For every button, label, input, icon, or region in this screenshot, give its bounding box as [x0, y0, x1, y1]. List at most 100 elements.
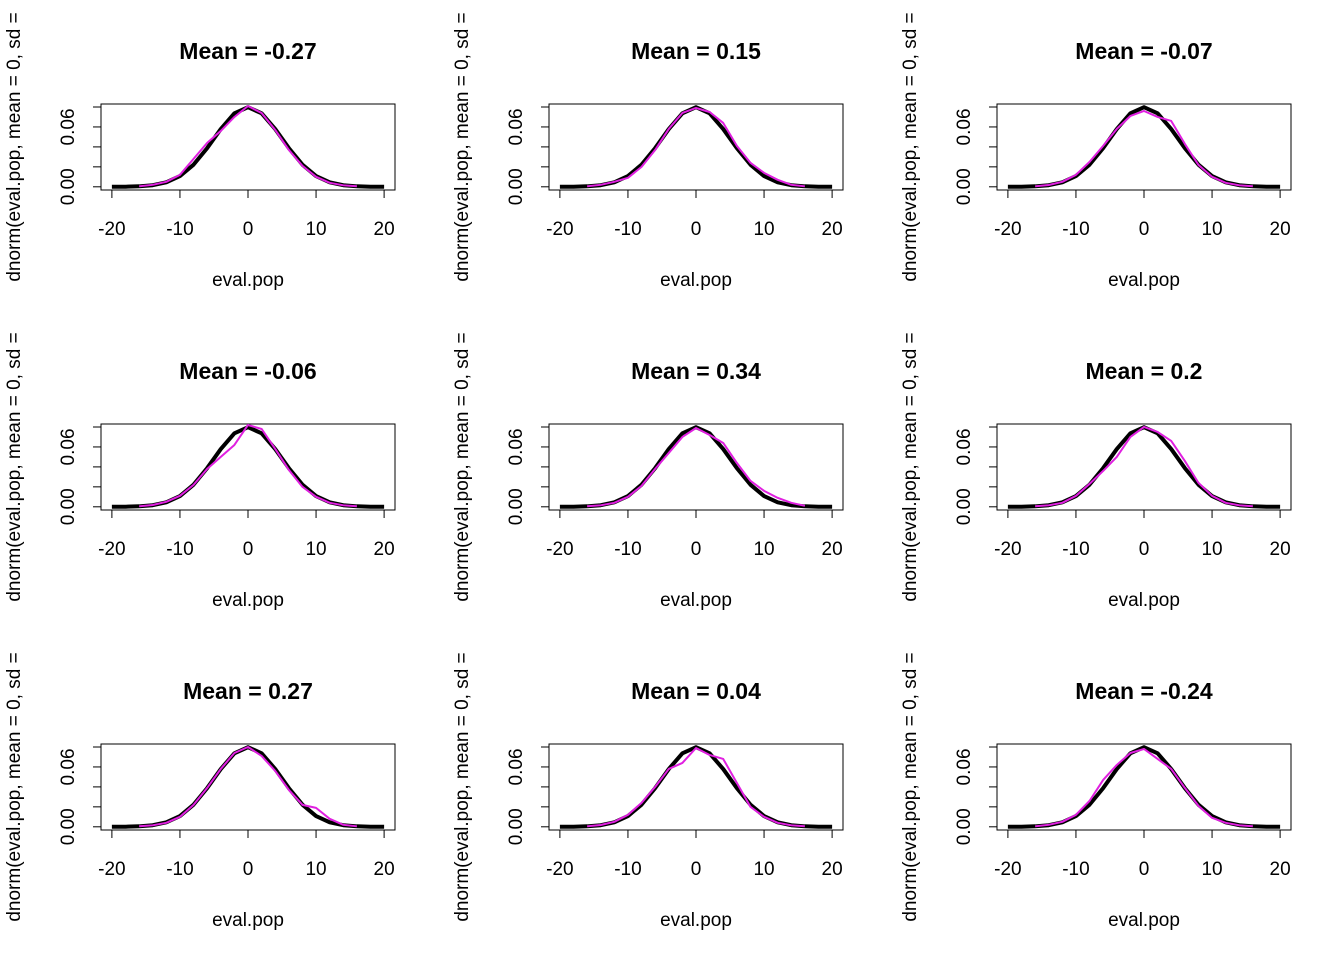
- x-tick-label: 0: [1139, 859, 1150, 880]
- plot-box: [100, 103, 396, 191]
- x-tick-label: 20: [822, 859, 843, 880]
- x-tick-label: -10: [614, 219, 641, 240]
- chart-title: Mean = 0.2: [1086, 358, 1203, 384]
- density-line: [111, 745, 385, 829]
- y-tick-label: 0.06: [58, 428, 79, 465]
- x-tick-label: -20: [546, 219, 573, 240]
- x-tick-label: -20: [98, 859, 125, 880]
- x-tick-label: -10: [166, 539, 193, 560]
- y-tick-label: 0.06: [58, 748, 79, 785]
- density-line: [111, 105, 385, 189]
- plot-box: [548, 103, 844, 191]
- x-tick-label: -20: [98, 539, 125, 560]
- x-tick-label: 0: [243, 539, 254, 560]
- plot-box: [548, 743, 844, 831]
- y-axis-label: dnorm(eval.pop, mean = 0, sd =: [4, 332, 25, 601]
- y-tick-label: 0.06: [58, 108, 79, 145]
- x-tick-label: 0: [691, 539, 702, 560]
- x-tick-label: 10: [1201, 539, 1222, 560]
- x-tick-label: -10: [1062, 859, 1089, 880]
- density-line: [587, 106, 805, 188]
- x-tick-label: -20: [994, 859, 1021, 880]
- x-axis-label: eval.pop: [660, 590, 732, 611]
- density-line: [1007, 745, 1281, 829]
- x-tick-label: -10: [166, 859, 193, 880]
- chart-title: Mean = 0.34: [631, 358, 761, 384]
- y-tick-label: 0.06: [954, 108, 975, 145]
- y-tick-label: 0.00: [954, 168, 975, 205]
- x-tick-label: 10: [753, 539, 774, 560]
- density-line: [559, 425, 833, 509]
- y-tick-label: 0.00: [954, 488, 975, 525]
- y-axis-label: dnorm(eval.pop, mean = 0, sd =: [452, 652, 473, 921]
- x-tick-label: 10: [1201, 219, 1222, 240]
- x-tick-label: -10: [1062, 219, 1089, 240]
- y-axis-label: dnorm(eval.pop, mean = 0, sd =: [900, 652, 921, 921]
- y-tick-label: 0.00: [506, 168, 527, 205]
- y-axis-label: dnorm(eval.pop, mean = 0, sd =: [4, 652, 25, 921]
- plot-box: [996, 423, 1292, 511]
- x-axis-label: eval.pop: [1108, 270, 1180, 291]
- y-tick-label: 0.06: [506, 108, 527, 145]
- density-line: [111, 425, 385, 509]
- y-axis-label: dnorm(eval.pop, mean = 0, sd =: [452, 12, 473, 281]
- density-line: [559, 105, 833, 189]
- x-tick-label: 20: [1270, 539, 1291, 560]
- x-tick-label: 20: [822, 219, 843, 240]
- density-line: [1035, 109, 1253, 188]
- y-axis-label: dnorm(eval.pop, mean = 0, sd =: [900, 12, 921, 281]
- x-tick-label: 10: [753, 219, 774, 240]
- y-tick-label: 0.00: [58, 488, 79, 525]
- plot-box: [548, 423, 844, 511]
- chart-title: Mean = -0.24: [1075, 678, 1213, 704]
- density-line: [139, 104, 357, 188]
- plot-box: [100, 423, 396, 511]
- density-line: [1007, 425, 1281, 509]
- x-tick-label: 0: [243, 859, 254, 880]
- chart-title: Mean = -0.27: [179, 38, 316, 64]
- x-tick-label: -10: [614, 859, 641, 880]
- x-tick-label: -20: [546, 539, 573, 560]
- density-line: [139, 423, 357, 508]
- x-axis-label: eval.pop: [1108, 590, 1180, 611]
- x-axis-label: eval.pop: [660, 270, 732, 291]
- y-tick-label: 0.00: [58, 168, 79, 205]
- chart-title: Mean = -0.06: [179, 358, 316, 384]
- x-tick-label: -20: [994, 539, 1021, 560]
- chart-title: Mean = 0.27: [183, 678, 313, 704]
- x-tick-label: 20: [1270, 859, 1291, 880]
- y-axis-label: dnorm(eval.pop, mean = 0, sd =: [900, 332, 921, 601]
- x-tick-label: -20: [546, 859, 573, 880]
- x-axis-label: eval.pop: [1108, 910, 1180, 931]
- x-axis-label: eval.pop: [212, 590, 284, 611]
- x-tick-label: 20: [374, 219, 395, 240]
- density-line: [1035, 747, 1253, 828]
- x-tick-label: 0: [1139, 539, 1150, 560]
- y-tick-label: 0.06: [954, 748, 975, 785]
- x-tick-label: -10: [1062, 539, 1089, 560]
- x-tick-label: 0: [1139, 219, 1150, 240]
- x-tick-label: 10: [305, 219, 326, 240]
- density-line: [559, 745, 833, 829]
- plot-box: [996, 103, 1292, 191]
- x-tick-label: -20: [994, 219, 1021, 240]
- density-line: [1035, 425, 1253, 508]
- y-tick-label: 0.06: [506, 748, 527, 785]
- y-tick-label: 0.00: [506, 488, 527, 525]
- x-axis-label: eval.pop: [660, 910, 732, 931]
- x-tick-label: 10: [305, 859, 326, 880]
- x-tick-label: 0: [691, 219, 702, 240]
- density-line: [139, 745, 357, 828]
- y-axis-label: dnorm(eval.pop, mean = 0, sd =: [4, 12, 25, 281]
- plot-box: [100, 743, 396, 831]
- y-tick-label: 0.06: [506, 428, 527, 465]
- x-tick-label: 0: [691, 859, 702, 880]
- y-tick-label: 0.00: [954, 808, 975, 845]
- x-tick-label: 20: [374, 539, 395, 560]
- x-tick-label: 10: [305, 539, 326, 560]
- chart-title: Mean = 0.04: [631, 678, 761, 704]
- x-tick-label: -10: [614, 539, 641, 560]
- x-tick-label: -20: [98, 219, 125, 240]
- density-line: [1007, 105, 1281, 189]
